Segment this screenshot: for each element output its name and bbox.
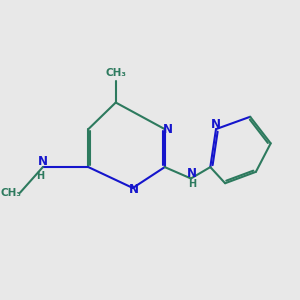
Text: N: N xyxy=(163,123,173,136)
Text: N: N xyxy=(188,167,197,180)
Text: CH₃: CH₃ xyxy=(1,188,22,198)
Text: H: H xyxy=(36,171,44,181)
Text: N: N xyxy=(129,183,139,196)
Text: H: H xyxy=(188,179,196,189)
Text: N: N xyxy=(211,118,221,131)
Text: N: N xyxy=(38,155,48,168)
Text: CH₃: CH₃ xyxy=(105,68,126,78)
